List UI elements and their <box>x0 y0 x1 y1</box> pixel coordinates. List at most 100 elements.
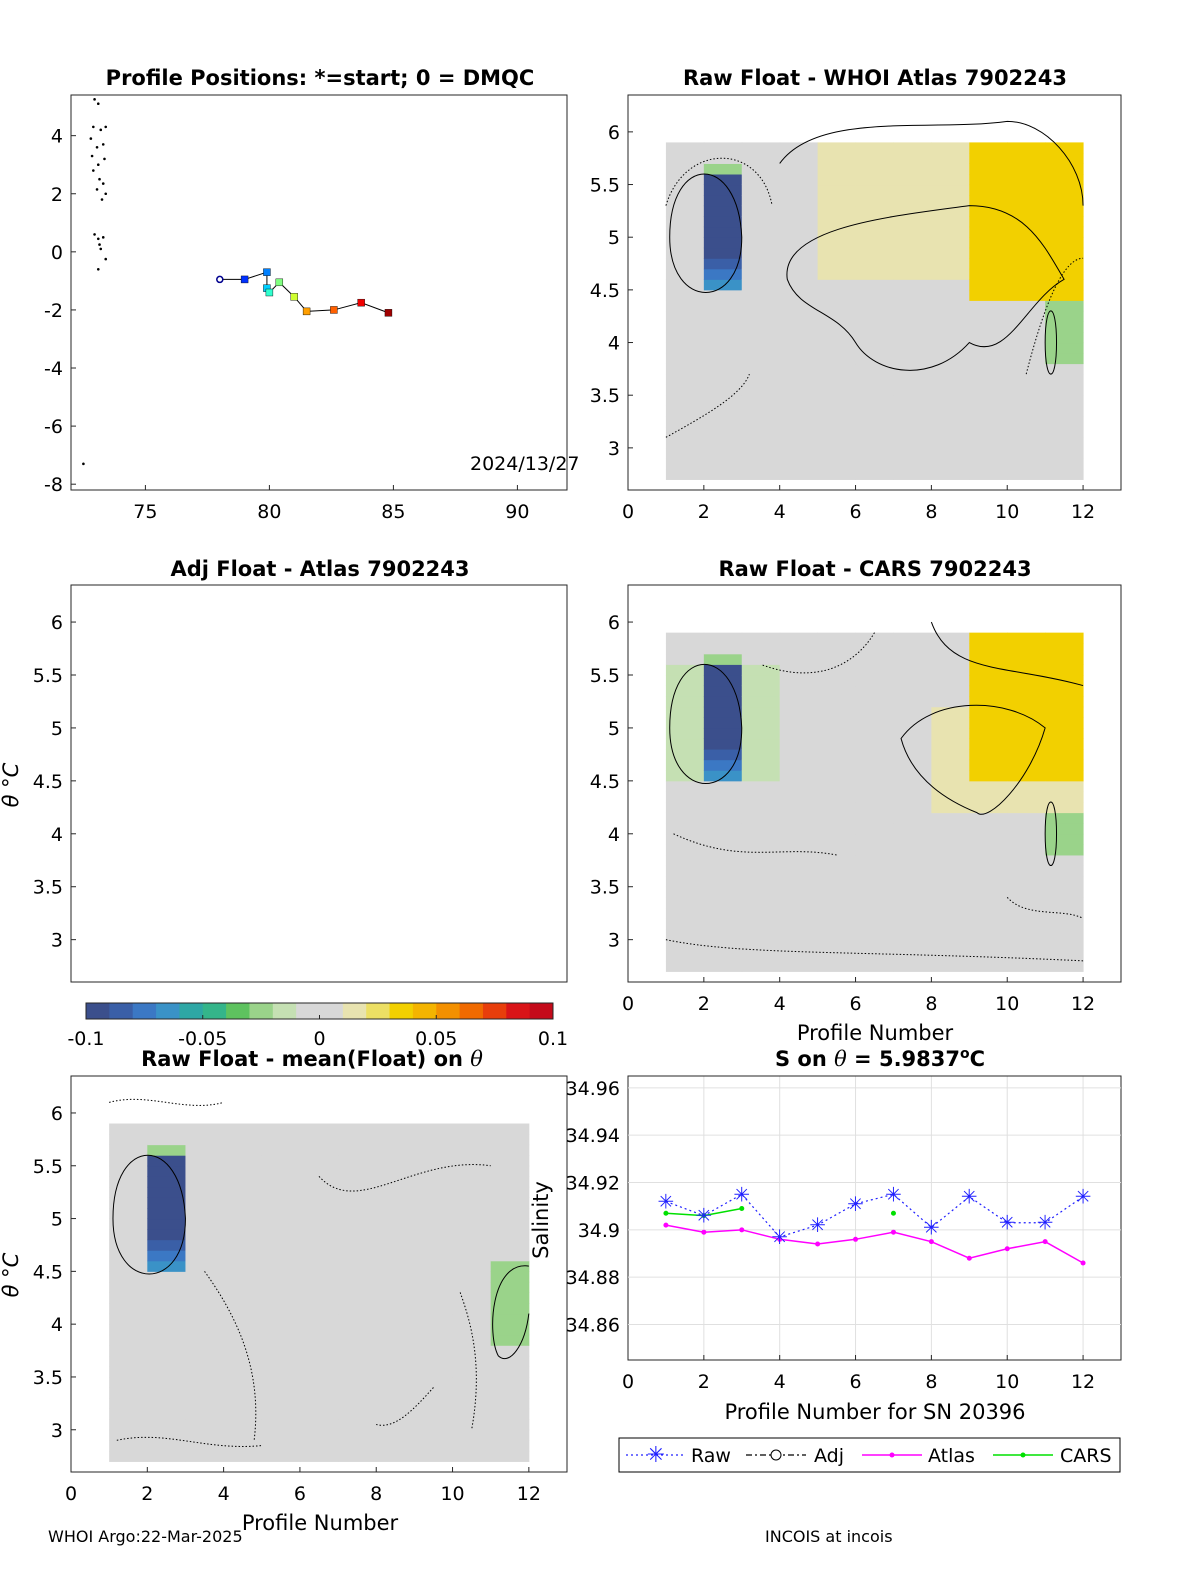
heatmap-cell <box>299 1197 339 1209</box>
heatmap-cell <box>855 929 894 941</box>
heatmap-cell <box>147 1165 186 1177</box>
legend-atlas-marker <box>889 1452 895 1458</box>
cars-plot: 0 2 4 6 8 10 12 6 5.5 5 4.5 4 3.5 3 <box>590 584 1122 1015</box>
heatmap-cell <box>969 643 1008 655</box>
heatmap-cell <box>741 738 781 750</box>
heatmap-cell <box>741 152 781 164</box>
contour-line <box>492 1265 530 1359</box>
coast-point <box>90 154 94 158</box>
heatmap-cell <box>1007 205 1046 217</box>
heatmap-cell <box>452 1134 492 1146</box>
heatmap-cell <box>931 738 970 750</box>
heatmap-cell <box>893 142 932 154</box>
heatmap-cell <box>893 802 932 814</box>
heatmap-cell <box>893 426 932 438</box>
contour-line <box>900 704 1046 815</box>
heatmap-cell <box>1007 458 1046 470</box>
heatmap-cell <box>893 374 932 386</box>
heatmap-cell <box>703 696 743 708</box>
heatmap-cell <box>779 907 819 919</box>
heatmap-cell <box>817 929 857 941</box>
heatmap-cell <box>1045 791 1084 803</box>
coast-point <box>104 125 108 129</box>
heatmap-cell <box>969 384 1008 396</box>
heatmap-cell <box>817 685 857 697</box>
heatmap-cell <box>741 632 781 644</box>
colorbar-swatch <box>272 1003 297 1019</box>
colorbar-swatch <box>109 1003 134 1019</box>
heatmap-cell <box>855 685 894 697</box>
heatmap-cell <box>261 1229 301 1241</box>
heatmap-cell <box>1045 749 1084 761</box>
heatmap-cell <box>185 1176 225 1188</box>
heatmap-cell <box>665 258 705 270</box>
heatmap-cell <box>338 1165 377 1177</box>
heatmap-cell <box>147 1366 186 1378</box>
heatmap-cell <box>817 844 857 856</box>
heatmap-cell <box>779 759 819 771</box>
heatmap-cell <box>376 1250 415 1262</box>
adj-ylabel: θ °C <box>0 762 23 807</box>
heatmap-cell <box>969 674 1008 687</box>
heatmap-cell <box>969 802 1008 814</box>
heatmap-cell <box>855 332 894 344</box>
heatmap-cell <box>299 1218 339 1230</box>
heatmap-cell <box>1007 310 1046 322</box>
heatmap-cell <box>1007 674 1046 687</box>
heatmap-cell <box>185 1250 225 1262</box>
heatmap-cell <box>452 1429 492 1441</box>
heatmap-cell <box>817 363 857 375</box>
heatmap-cell <box>185 1355 225 1367</box>
heatmap-cell <box>1007 226 1046 238</box>
heatmap-cell <box>779 918 819 930</box>
heatmap-cell <box>665 791 705 803</box>
heatmap-cell <box>414 1419 454 1431</box>
heatmap-cell <box>261 1134 301 1146</box>
heatmap-cell <box>741 289 781 301</box>
heatmap-cell <box>223 1229 263 1241</box>
heatmap-cell <box>185 1376 225 1389</box>
heatmap-cell <box>299 1271 339 1283</box>
heatmap-cell <box>1045 929 1084 941</box>
y-tick-label: 3 <box>51 1420 63 1442</box>
heatmap-cell <box>109 1271 148 1283</box>
heatmap-cell <box>931 437 970 449</box>
contour-line <box>779 120 1084 206</box>
mean-xlabel: Profile Number <box>242 1511 399 1535</box>
heatmap-cell <box>414 1355 454 1367</box>
heatmap-cell <box>109 1366 148 1378</box>
heatmap-cell <box>261 1408 301 1420</box>
heatmap-cell <box>741 310 781 322</box>
heatmap-cell <box>414 1229 454 1241</box>
heatmap-cell <box>665 939 705 951</box>
heatmap-cell <box>147 1313 186 1325</box>
heatmap-cell <box>893 163 932 175</box>
heatmap-cell <box>969 332 1008 344</box>
heatmap-cell <box>261 1218 301 1230</box>
heatmap-cell <box>969 950 1008 962</box>
heatmap-cell <box>931 374 970 386</box>
heatmap-cell <box>855 749 894 761</box>
heatmap-cell <box>665 876 705 888</box>
heatmap-cell <box>109 1450 148 1462</box>
heatmap-cell <box>223 1260 263 1272</box>
axes-box <box>70 584 568 983</box>
y-tick-label: 6 <box>51 1103 63 1125</box>
heatmap-cell <box>741 780 781 792</box>
heatmap-cell <box>147 1176 186 1188</box>
heatmap-cell <box>1045 458 1084 470</box>
heatmap-cell <box>969 342 1008 354</box>
heatmap-cell <box>376 1197 415 1209</box>
heatmap-cell <box>261 1281 301 1293</box>
heatmap-cell <box>817 823 857 835</box>
heatmap-cell <box>817 353 857 365</box>
heatmap-cell <box>703 247 743 259</box>
heatmap-cell <box>779 823 819 835</box>
y-tick-label: -8 <box>44 474 63 496</box>
heatmap-cell <box>969 833 1008 845</box>
heatmap-cell <box>665 960 705 972</box>
x-tick-label: 80 <box>257 501 281 523</box>
heatmap-cell <box>185 1303 225 1315</box>
heatmap-cell <box>703 749 743 761</box>
heatmap-cell <box>185 1440 225 1452</box>
